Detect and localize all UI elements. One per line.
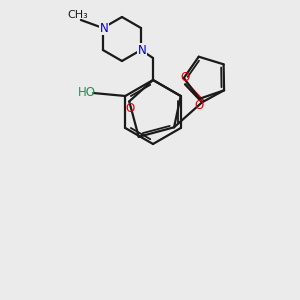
Text: O: O: [195, 99, 204, 112]
Text: N: N: [100, 22, 108, 34]
Text: N: N: [138, 44, 146, 56]
Text: CH₃: CH₃: [68, 10, 88, 20]
Text: O: O: [126, 102, 135, 115]
Text: O: O: [180, 71, 190, 84]
Text: HO: HO: [78, 86, 96, 100]
